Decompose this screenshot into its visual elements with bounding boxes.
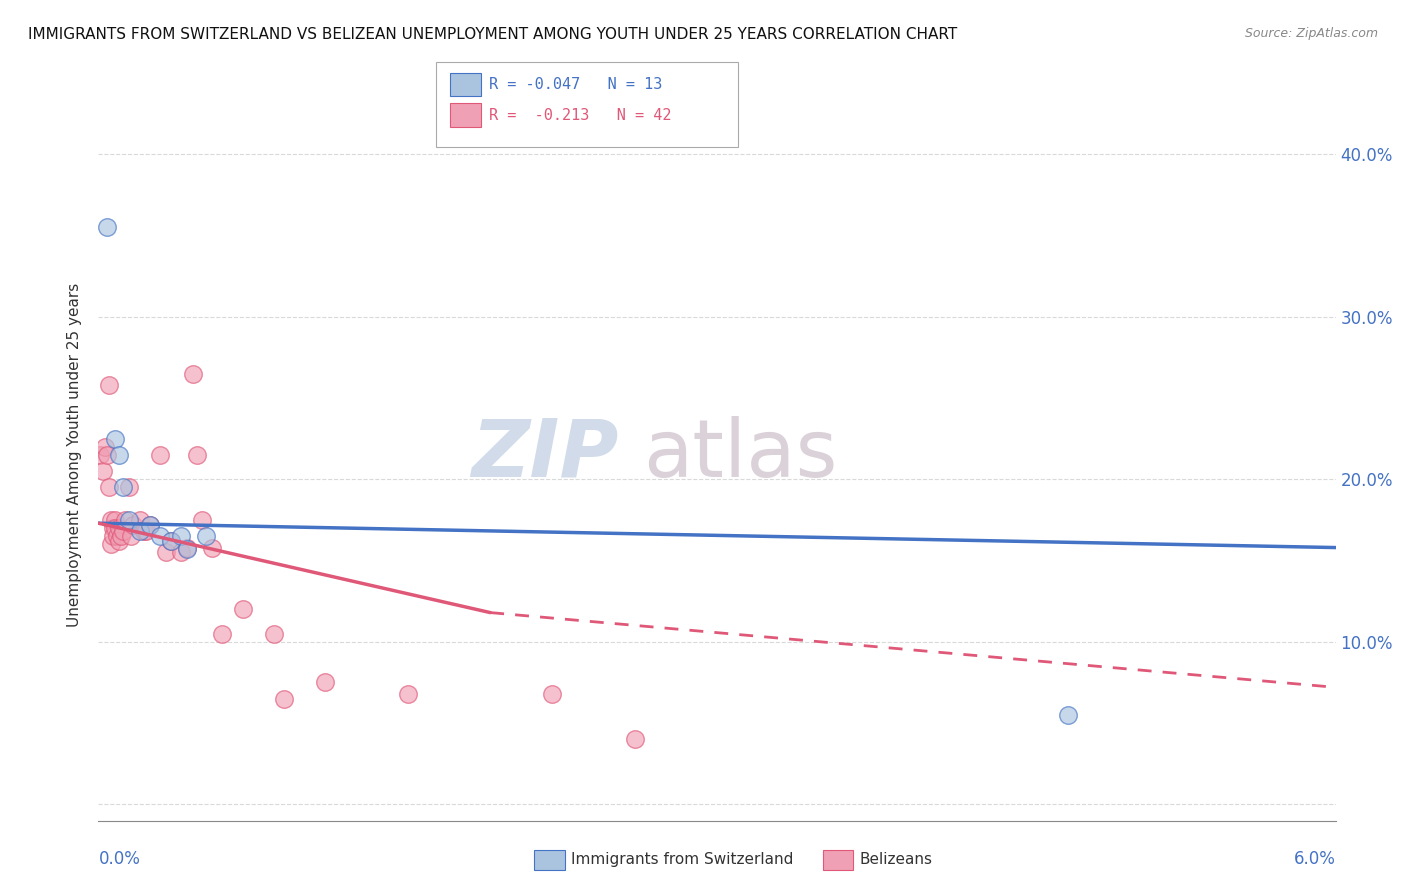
Point <box>104 513 127 527</box>
Text: 0.0%: 0.0% <box>98 850 141 868</box>
Point <box>132 524 155 539</box>
Point <box>105 529 128 543</box>
Point <box>170 529 193 543</box>
Point <box>263 626 285 640</box>
Point <box>135 524 157 539</box>
Y-axis label: Unemployment Among Youth under 25 years: Unemployment Among Youth under 25 years <box>67 283 83 627</box>
Point <box>623 732 645 747</box>
Point <box>112 524 135 539</box>
Text: atlas: atlas <box>643 416 837 494</box>
Point <box>149 448 172 462</box>
Text: Belizeans: Belizeans <box>859 853 932 867</box>
Point <box>104 432 127 446</box>
Point <box>176 542 198 557</box>
Point <box>96 220 118 235</box>
Point <box>1056 708 1078 723</box>
Point <box>176 541 198 555</box>
Text: Immigrants from Switzerland: Immigrants from Switzerland <box>571 853 793 867</box>
Point <box>108 534 131 549</box>
Text: ZIP: ZIP <box>471 416 619 494</box>
Point <box>104 521 127 535</box>
Point <box>170 545 193 559</box>
Point <box>118 513 141 527</box>
Point <box>190 513 212 527</box>
Point <box>128 513 150 527</box>
Point <box>159 534 181 549</box>
Point <box>314 675 336 690</box>
Point <box>108 448 131 462</box>
Point <box>232 602 254 616</box>
Point <box>139 517 162 532</box>
Text: IMMIGRANTS FROM SWITZERLAND VS BELIZEAN UNEMPLOYMENT AMONG YOUTH UNDER 25 YEARS : IMMIGRANTS FROM SWITZERLAND VS BELIZEAN … <box>28 27 957 42</box>
Point <box>273 691 295 706</box>
Point <box>108 521 131 535</box>
Point <box>91 464 114 478</box>
Point <box>186 448 208 462</box>
Text: R = -0.047   N = 13: R = -0.047 N = 13 <box>489 78 662 92</box>
Point <box>120 529 142 543</box>
Text: 6.0%: 6.0% <box>1294 850 1336 868</box>
Text: R =  -0.213   N = 42: R = -0.213 N = 42 <box>489 108 672 122</box>
Point <box>201 541 224 555</box>
Point <box>100 513 122 527</box>
Point <box>93 440 115 454</box>
Point <box>211 626 233 640</box>
Point <box>122 517 145 532</box>
Point <box>114 513 136 527</box>
Point <box>396 687 419 701</box>
Point <box>149 529 172 543</box>
Point <box>97 480 120 494</box>
Point <box>101 529 124 543</box>
Point <box>139 517 162 532</box>
Point <box>101 521 124 535</box>
Point <box>159 534 181 549</box>
Point <box>112 480 135 494</box>
Point <box>194 529 217 543</box>
Point <box>100 537 122 551</box>
Point <box>541 687 564 701</box>
Text: Source: ZipAtlas.com: Source: ZipAtlas.com <box>1244 27 1378 40</box>
Point <box>155 545 177 559</box>
Point <box>97 378 120 392</box>
Point <box>118 480 141 494</box>
Point <box>110 529 132 543</box>
Point <box>89 448 111 462</box>
Point <box>128 524 150 539</box>
Point <box>96 448 118 462</box>
Point <box>181 367 204 381</box>
